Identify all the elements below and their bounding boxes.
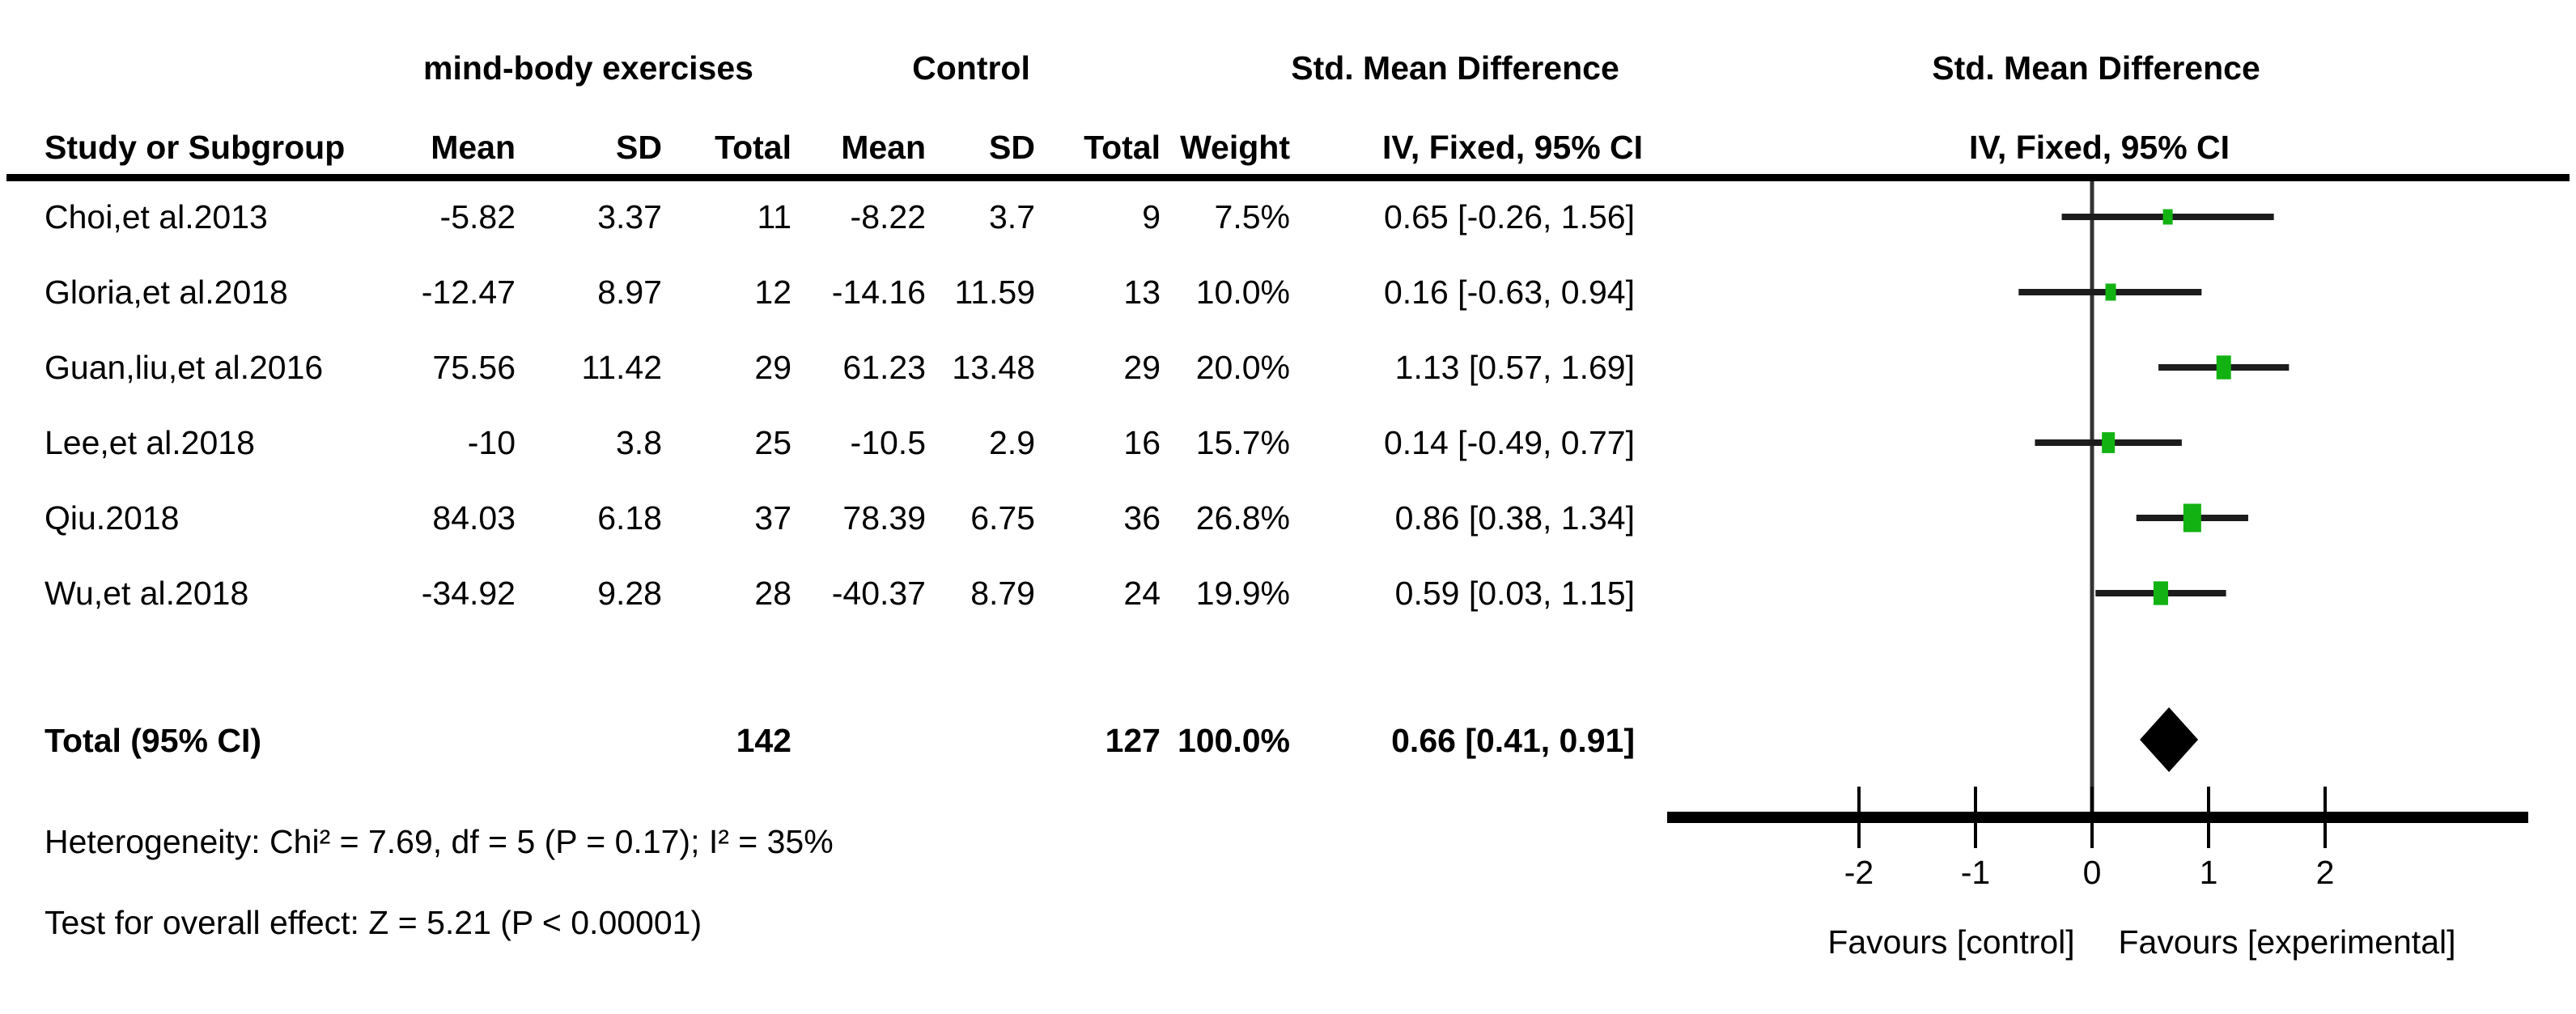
cell-total-ctrl: 24: [1123, 575, 1161, 612]
total-label: Total (95% CI): [45, 722, 262, 759]
cell-ci: 0.65 [-0.26, 1.56]: [1383, 198, 1635, 235]
axis-tick-label: 0: [2082, 854, 2102, 891]
cell-sd-exp: 3.37: [597, 198, 662, 235]
cell-mean-ctrl: -10.5: [850, 424, 926, 461]
effect-column-title: Std. Mean Difference: [1291, 49, 1619, 87]
cell-total-exp: 29: [754, 349, 791, 386]
cell-mean-ctrl: 61.23: [842, 349, 926, 386]
cell-sd-exp: 11.42: [581, 349, 662, 386]
cell-weight: 10.0%: [1195, 274, 1290, 311]
cell-mean-ctrl: -8.22: [850, 198, 926, 235]
cell-ci: 0.59 [0.03, 1.15]: [1394, 575, 1635, 612]
cell-total-ctrl: 9: [1142, 198, 1161, 235]
column-header-weight: Weight: [1180, 129, 1290, 166]
effect-column-subtitle: IV, Fixed, 95% CI: [1381, 129, 1644, 166]
cell-ci: 1.13 [0.57, 1.69]: [1394, 349, 1635, 386]
study-marker: [2153, 581, 2168, 605]
favours-experimental-label: Favours [experimental]: [2118, 923, 2456, 961]
axis-tick-label: -1: [1960, 854, 1991, 891]
cell-mean-ctrl: -40.37: [831, 575, 926, 612]
cell-sd-exp: 6.18: [597, 499, 662, 537]
plot-column-title: Std. Mean Difference: [1932, 49, 2260, 87]
cell-total-exp: 12: [754, 274, 791, 311]
heterogeneity-text: Heterogeneity: Chi² = 7.69, df = 5 (P = …: [45, 823, 834, 860]
cell-mean-exp: -5.82: [439, 198, 516, 235]
zero-line: [2090, 181, 2094, 817]
total-experimental-n: 142: [736, 722, 791, 759]
column-header-total-exp: Total: [715, 129, 791, 166]
cell-study: Gloria,et al.2018: [45, 274, 288, 311]
cell-ci: 0.86 [0.38, 1.34]: [1394, 499, 1635, 537]
cell-total-ctrl: 13: [1123, 274, 1161, 311]
cell-mean-exp: -10: [467, 424, 516, 461]
column-header-mean-exp: Mean: [431, 129, 516, 166]
cell-mean-exp: -12.47: [421, 274, 516, 311]
cell-weight: 20.0%: [1195, 349, 1290, 386]
cell-sd-exp: 3.8: [616, 424, 662, 461]
cell-study: Lee,et al.2018: [45, 424, 255, 461]
cell-mean-exp: 84.03: [432, 499, 516, 537]
study-marker: [2162, 209, 2173, 225]
cell-total-ctrl: 36: [1123, 499, 1161, 537]
cell-mean-ctrl: 78.39: [842, 499, 926, 537]
cell-study: Guan,liu,et al.2016: [45, 349, 324, 386]
cell-sd-exp: 9.28: [597, 575, 662, 612]
cell-total-exp: 37: [754, 499, 791, 537]
total-control-n: 127: [1105, 722, 1161, 759]
axis-tick: [1974, 787, 1977, 848]
study-marker: [2183, 503, 2201, 532]
cell-sd-ctrl: 11.59: [954, 274, 1035, 311]
cell-total-exp: 28: [754, 575, 791, 612]
cell-weight: 19.9%: [1195, 575, 1290, 612]
plot-column-subtitle: IV, Fixed, 95% CI: [1968, 129, 2230, 166]
cell-sd-ctrl: 13.48: [952, 349, 1035, 386]
study-marker: [2216, 355, 2231, 380]
cell-sd-ctrl: 3.7: [989, 198, 1035, 235]
axis-tick: [2207, 787, 2210, 848]
cell-weight: 15.7%: [1195, 424, 1290, 461]
cell-ci: 0.16 [-0.63, 0.94]: [1383, 274, 1635, 311]
column-header-sd-exp: SD: [616, 129, 662, 166]
axis-tick-label: 2: [2315, 854, 2335, 891]
column-header-total-ctrl: Total: [1084, 129, 1161, 166]
cell-study: Wu,et al.2018: [45, 575, 249, 612]
axis-tick: [2090, 787, 2094, 848]
summary-diamond: [2140, 707, 2199, 772]
column-header-sd-ctrl: SD: [989, 129, 1035, 166]
axis-tick-label: 1: [2199, 854, 2218, 891]
axis-tick-label: -2: [1844, 854, 1874, 891]
column-header-mean-ctrl: Mean: [841, 129, 926, 166]
cell-total-ctrl: 16: [1123, 424, 1161, 461]
cell-sd-ctrl: 2.9: [989, 424, 1035, 461]
axis-tick: [1857, 787, 1861, 848]
cell-mean-ctrl: -14.16: [831, 274, 926, 311]
cell-study: Choi,et al.2013: [45, 198, 268, 235]
cell-sd-ctrl: 6.75: [970, 499, 1035, 537]
cell-total-exp: 11: [757, 198, 791, 235]
total-ci-text: 0.66 [0.41, 0.91]: [1391, 722, 1635, 759]
total-weight: 100.0%: [1177, 722, 1290, 759]
group-header-control: Control: [912, 49, 1030, 87]
cell-ci: 0.14 [-0.49, 0.77]: [1383, 424, 1635, 461]
cell-mean-exp: -34.92: [421, 575, 516, 612]
cell-study: Qiu.2018: [45, 499, 180, 537]
cell-sd-exp: 8.97: [597, 274, 662, 311]
cell-sd-ctrl: 8.79: [970, 575, 1035, 612]
group-header-experimental: mind-body exercises: [423, 49, 753, 87]
favours-control-label: Favours [control]: [1827, 923, 2075, 961]
header-divider: [6, 174, 2570, 181]
cell-total-exp: 25: [754, 424, 791, 461]
column-header-study: Study or Subgroup: [45, 129, 346, 166]
cell-mean-exp: 75.56: [432, 349, 516, 386]
cell-total-ctrl: 29: [1123, 349, 1161, 386]
overall-effect-text: Test for overall effect: Z = 5.21 (P < 0…: [45, 904, 702, 941]
study-marker: [2102, 432, 2116, 453]
x-axis-line: [1667, 812, 2528, 823]
axis-tick: [2323, 787, 2327, 848]
cell-weight: 7.5%: [1214, 198, 1290, 235]
cell-weight: 26.8%: [1195, 499, 1290, 537]
study-marker: [2105, 283, 2116, 301]
